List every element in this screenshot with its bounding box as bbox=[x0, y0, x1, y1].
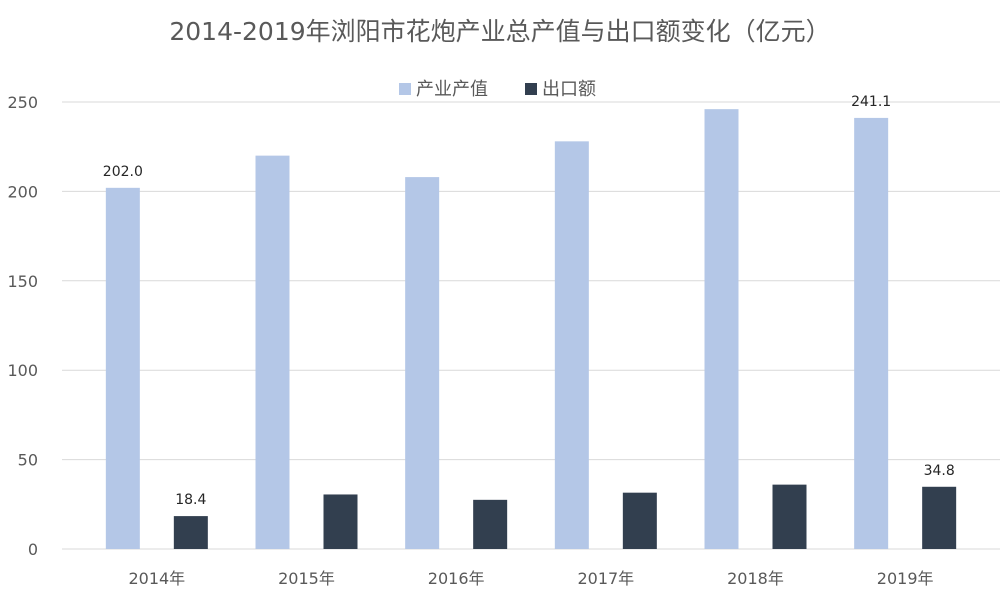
y-tick-label: 200 bbox=[7, 182, 38, 201]
x-tick-label: 2018年 bbox=[727, 569, 784, 588]
chart-title: 2014-2019年浏阳市花炮产业总产值与出口额变化（亿元） bbox=[169, 17, 830, 46]
data-label: 18.4 bbox=[175, 492, 206, 508]
x-tick-label: 2015年 bbox=[278, 569, 335, 588]
legend-swatch-output bbox=[399, 83, 411, 95]
bar-output bbox=[105, 187, 140, 549]
bar-output bbox=[554, 141, 589, 549]
y-tick-label: 150 bbox=[7, 272, 38, 291]
y-tick-label: 0 bbox=[28, 540, 38, 559]
y-axis-tick-labels: 0 50 100 150 200 250 bbox=[7, 93, 38, 559]
data-label: 241.1 bbox=[851, 94, 891, 110]
legend-swatch-export bbox=[525, 83, 537, 95]
bar-export bbox=[323, 494, 358, 549]
legend: 产业产值 出口额 bbox=[399, 79, 596, 100]
x-tick-label: 2016年 bbox=[428, 569, 485, 588]
bar-output bbox=[704, 109, 739, 549]
x-axis-tick-labels: 2014年 2015年 2016年 2017年 2018年 2019年 bbox=[128, 569, 933, 588]
bar-output bbox=[854, 117, 889, 549]
bar-export bbox=[622, 492, 657, 549]
bar-export bbox=[473, 499, 508, 549]
y-tick-label: 100 bbox=[7, 361, 38, 380]
bar-export bbox=[173, 516, 208, 549]
legend-label-export: 出口额 bbox=[542, 79, 596, 100]
x-tick-label: 2014年 bbox=[128, 569, 185, 588]
gridlines bbox=[62, 101, 1000, 550]
bar-output bbox=[255, 155, 290, 549]
bar-export bbox=[922, 486, 957, 549]
bar-export bbox=[772, 484, 807, 549]
data-labels: 202.0 18.4 241.1 34.8 bbox=[103, 94, 955, 508]
x-tick-label: 2019年 bbox=[877, 569, 934, 588]
bar-output bbox=[405, 177, 440, 549]
data-label: 34.8 bbox=[924, 463, 955, 479]
bars bbox=[105, 109, 957, 549]
data-label: 202.0 bbox=[103, 164, 143, 180]
y-tick-label: 250 bbox=[7, 93, 38, 112]
x-tick-label: 2017年 bbox=[577, 569, 634, 588]
y-tick-label: 50 bbox=[18, 451, 38, 470]
legend-label-output: 产业产值 bbox=[416, 79, 488, 100]
